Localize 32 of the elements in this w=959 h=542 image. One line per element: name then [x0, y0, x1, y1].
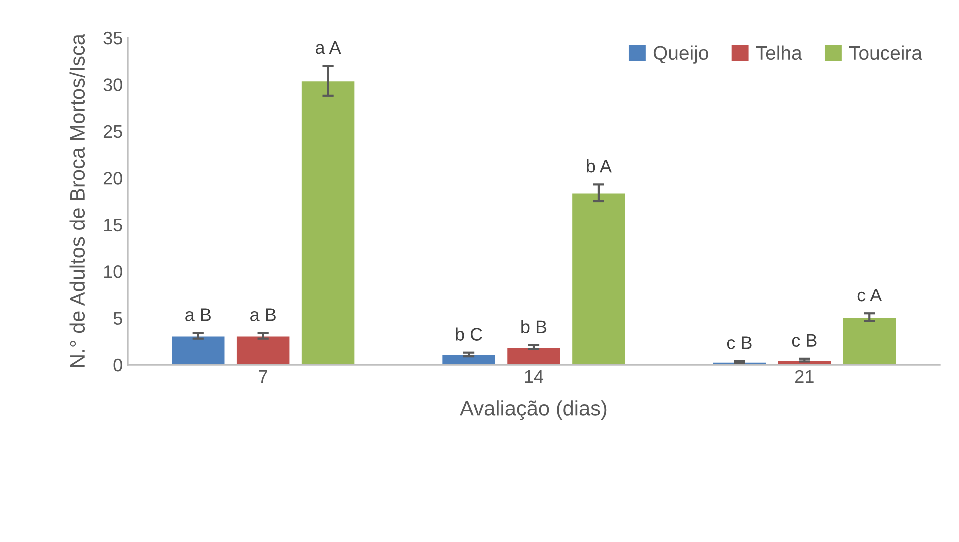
legend-label: Queijo — [654, 46, 708, 64]
data-label: c B — [727, 336, 752, 350]
legend-label: Touceira — [849, 46, 923, 60]
legend-label: Telha — [756, 46, 802, 60]
x-tick-label: 7 — [259, 370, 268, 383]
data-label: c A — [858, 289, 882, 302]
y-tick-label: 30 — [104, 78, 122, 92]
data-label: b B — [522, 320, 547, 334]
bar — [506, 346, 562, 365]
y-axis-title: N.° de Adultos de Broca Mortos/Isca — [70, 34, 86, 368]
bar — [571, 192, 627, 365]
y-tick-label: 25 — [104, 125, 122, 138]
data-label: b C — [456, 328, 482, 341]
x-axis-title: Avaliação (dias) — [460, 400, 607, 420]
bar — [236, 335, 292, 365]
data-label: a B — [250, 308, 276, 322]
y-tick-label: 20 — [104, 172, 122, 185]
data-label: c B — [792, 334, 817, 348]
y-tick-label: 5 — [114, 312, 122, 326]
data-label: a A — [316, 42, 342, 54]
y-tick-label: 15 — [104, 218, 122, 232]
bar — [170, 335, 226, 365]
bar — [842, 316, 898, 365]
y-tick-label: 10 — [104, 266, 122, 278]
bar — [300, 80, 356, 365]
y-tick-label: 0 — [114, 358, 122, 372]
data-label: b A — [587, 160, 612, 173]
data-label: a B — [186, 308, 211, 322]
bar — [441, 354, 497, 365]
y-tick-label: 35 — [104, 32, 122, 45]
x-tick-label: 14 — [525, 370, 544, 383]
x-tick-label: 21 — [796, 370, 814, 383]
